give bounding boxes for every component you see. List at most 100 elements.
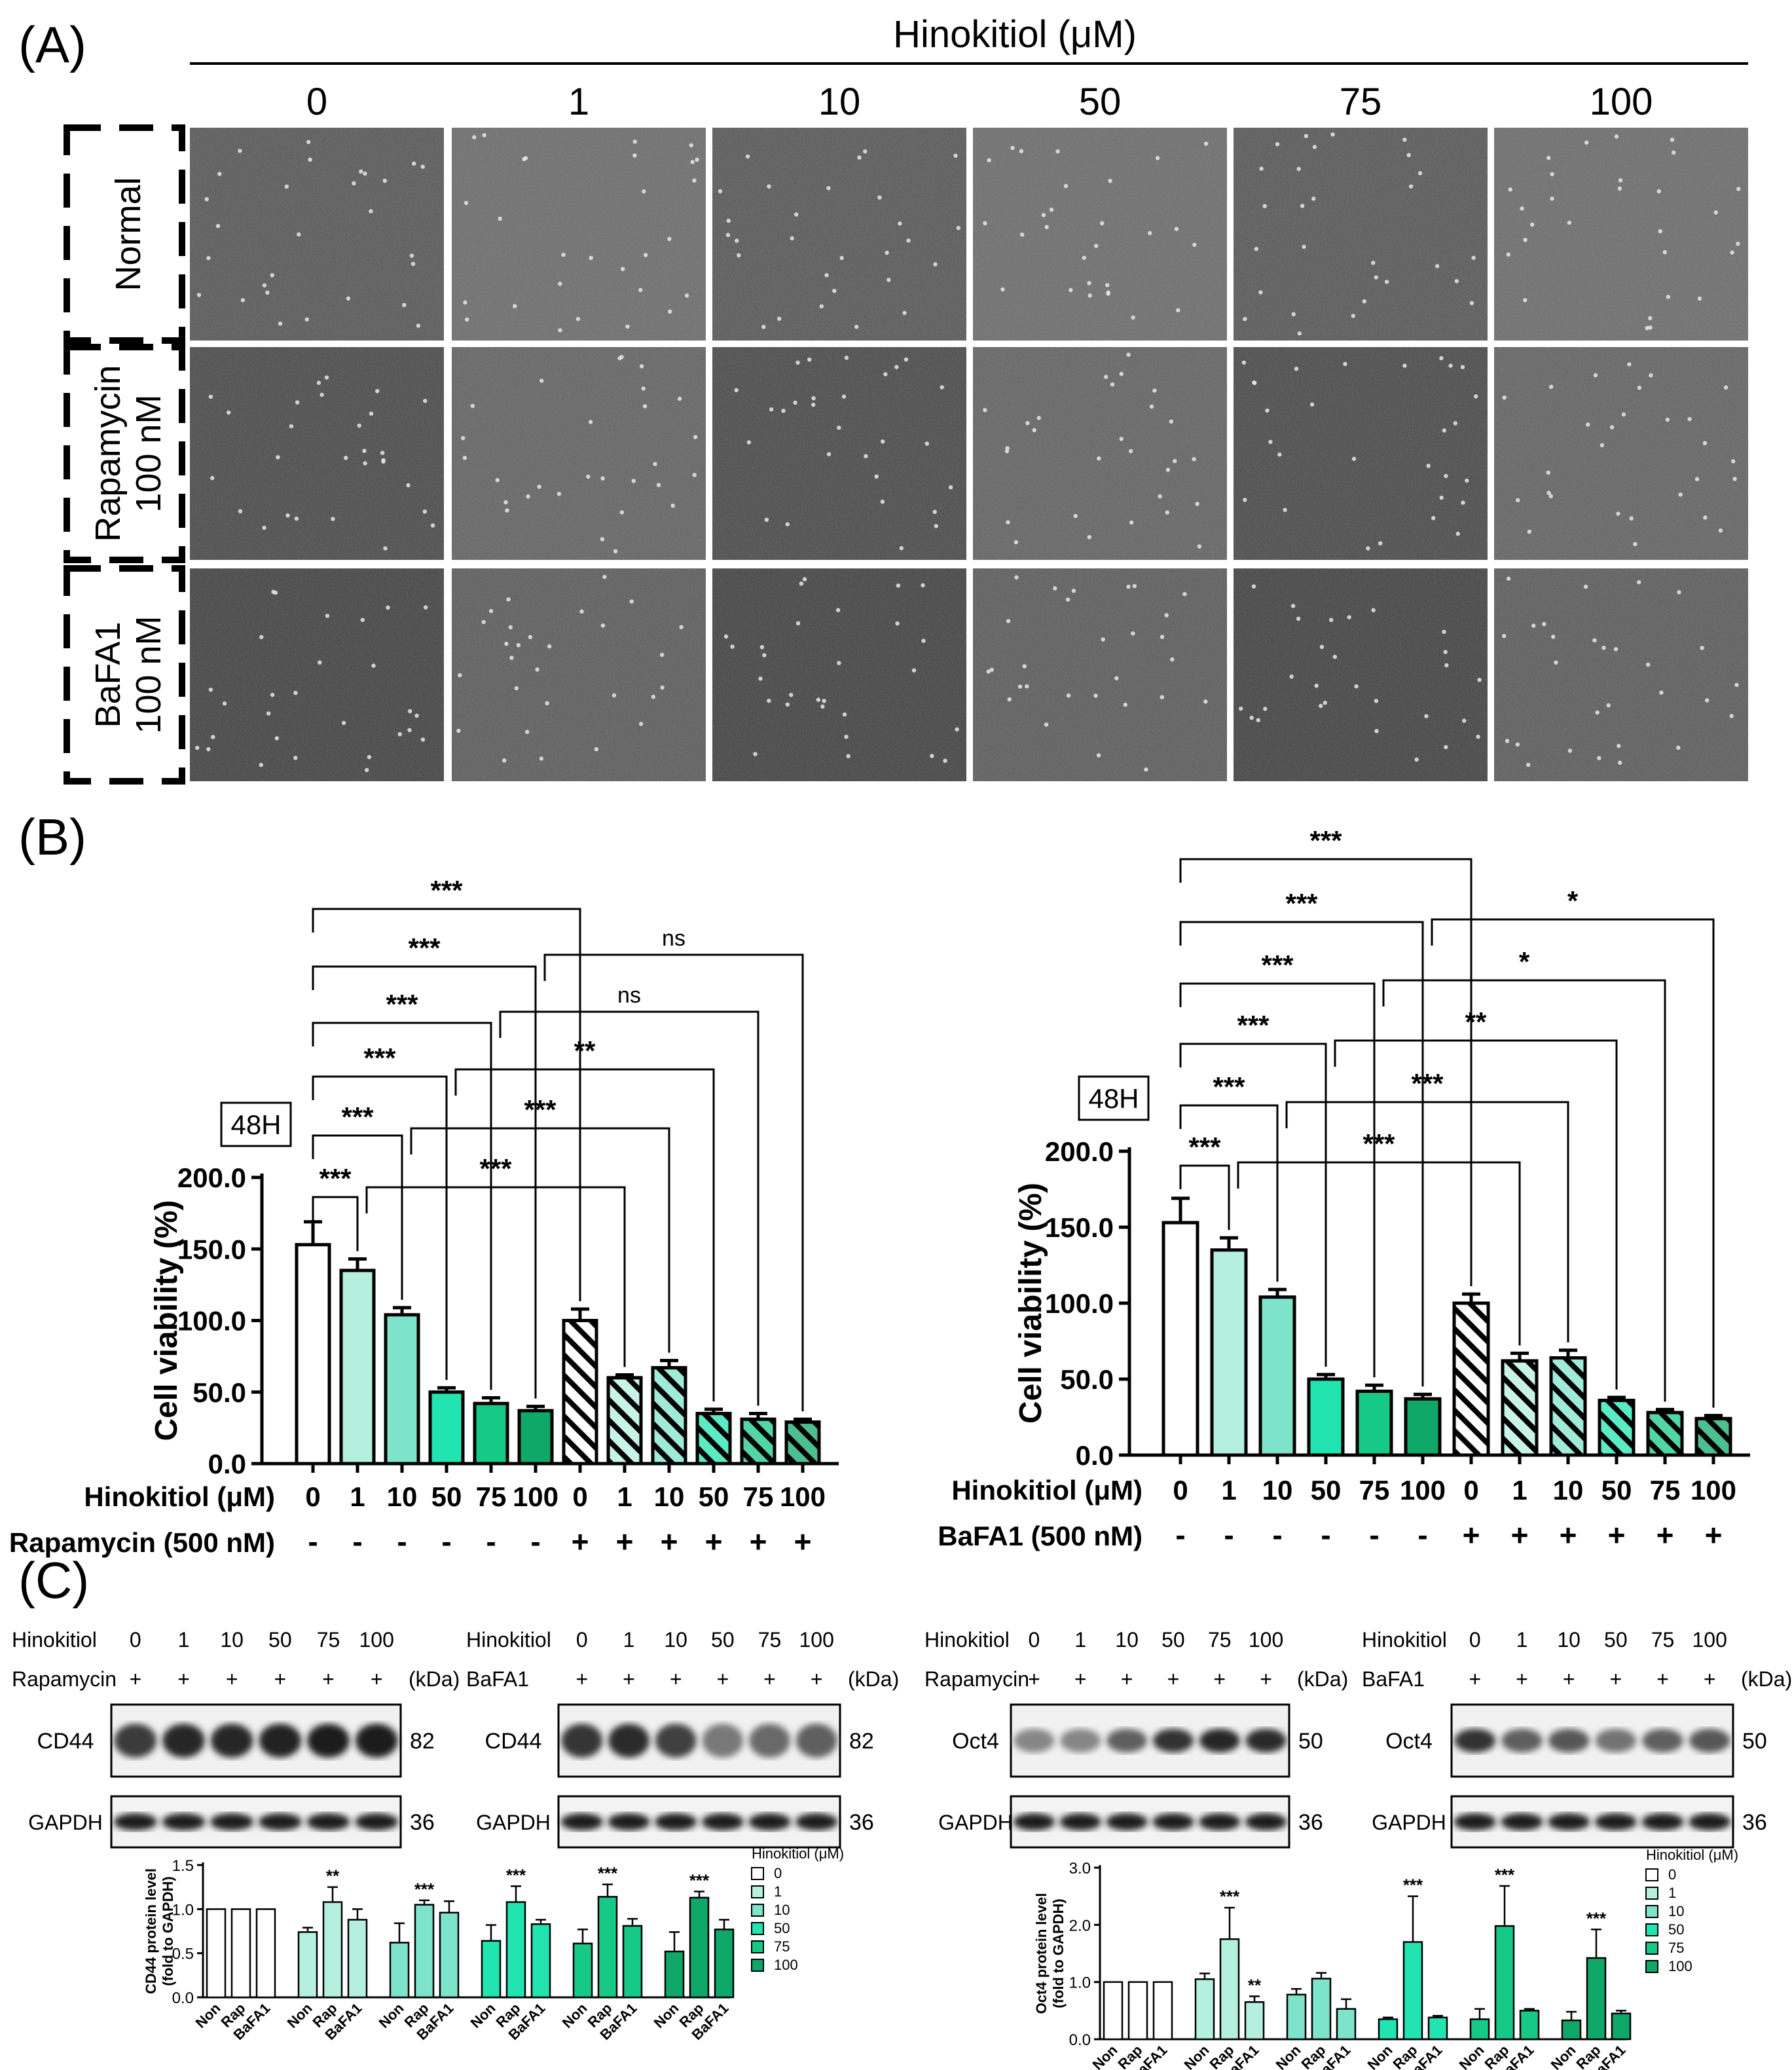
significance-bracket-3	[312, 1022, 492, 1390]
loading-band	[1245, 1813, 1287, 1830]
cell-dot	[1126, 584, 1131, 589]
protein-band	[1014, 1728, 1055, 1753]
cell-dot	[359, 169, 363, 174]
x-category-label: 1	[617, 1481, 632, 1512]
cell-dot	[406, 483, 411, 488]
bar-tint-10	[740, 1417, 777, 1466]
treatment-sign: +	[1074, 1667, 1087, 1691]
cell-dot	[1073, 513, 1078, 519]
cell-dot	[589, 255, 593, 260]
cell-dot	[488, 608, 494, 614]
cell-dot	[1275, 142, 1280, 147]
cell-dot	[600, 476, 605, 481]
loading-band	[608, 1813, 650, 1830]
significance-label-10: *	[1567, 885, 1579, 916]
quant-bar	[664, 1950, 685, 1999]
significance-label-5: ***	[1309, 825, 1342, 856]
cell-dot	[824, 273, 829, 278]
legend-label: 0	[1668, 1866, 1676, 1883]
x-category-label: 75	[1650, 1475, 1681, 1506]
time-badge: 48H	[1088, 1083, 1139, 1114]
significance-bracket-9	[1382, 979, 1666, 1402]
micrograph-texture	[1234, 568, 1488, 781]
cell-dot	[1132, 583, 1137, 589]
loading-band	[162, 1813, 206, 1830]
western-blot-oct4-bafa1: Hinokitiol BaFA1 (kDa) 0 +1 +10 +50 +75 +100 + Oct…	[1362, 1628, 1792, 1849]
y-tick-label: 0.5	[172, 1946, 194, 1963]
significance-bracket-8	[1334, 1039, 1618, 1390]
significance-bracket-3	[1179, 982, 1376, 1378]
cell-dot	[1170, 657, 1175, 662]
cell-dot	[1309, 402, 1315, 407]
cell-dot	[864, 454, 868, 458]
x-row-label-hinokitiol: Hinokitiol (μM)	[84, 1481, 275, 1512]
significance-star: ***	[1586, 1908, 1607, 1928]
cell-dot	[632, 139, 637, 144]
cell-dot	[785, 522, 790, 527]
cell-dot	[629, 599, 634, 604]
cell-dot	[1055, 149, 1060, 154]
cell-dot	[259, 762, 263, 767]
cell-dot	[695, 157, 699, 162]
protein-kda: 82	[410, 1729, 435, 1754]
protein-blot-membrane	[1010, 1703, 1290, 1778]
time-badge: 48H	[230, 1109, 281, 1140]
loading-label: GAPDH	[28, 1811, 103, 1834]
cell-dot	[1241, 360, 1247, 365]
quant-bar	[1519, 2010, 1540, 2041]
treatment-sign: -	[486, 1525, 496, 1559]
treatment-row-label: BaFA1	[1362, 1667, 1425, 1691]
cell-dot	[789, 693, 794, 697]
cell-dot	[1713, 210, 1718, 215]
cell-dot	[930, 754, 934, 758]
loading-kda: 36	[1742, 1810, 1767, 1835]
hinokitiol-row-label: Hinokitiol	[1362, 1628, 1447, 1652]
cell-dot	[887, 278, 891, 282]
loading-band	[210, 1813, 254, 1830]
x-sublabel-non: Non	[1548, 2042, 1579, 2070]
cell-dot	[1314, 684, 1319, 688]
loading-band	[748, 1813, 791, 1830]
row-label-frame	[64, 344, 185, 563]
significance-star: ***	[1403, 1876, 1423, 1895]
cell-dot	[498, 216, 502, 221]
cell-dot	[369, 209, 373, 213]
cell-dot	[898, 221, 902, 226]
cell-dot	[1106, 291, 1110, 296]
loading-band	[1106, 1813, 1148, 1830]
y-tick-label: 100.0	[177, 1306, 246, 1337]
dose-label-10: 10	[664, 1628, 687, 1652]
y-tick-label: 0.0	[1069, 2031, 1091, 2049]
cell-dot	[1476, 734, 1480, 739]
x-category-label: 1	[350, 1481, 365, 1512]
cell-dot	[472, 135, 477, 139]
cell-dot	[504, 641, 509, 646]
loading-kda: 36	[410, 1810, 435, 1835]
cell-dot	[1469, 301, 1474, 305]
cell-dot	[561, 252, 566, 257]
cell-dot	[1254, 247, 1259, 251]
cell-dot	[1289, 675, 1294, 679]
cell-dot	[208, 394, 213, 399]
row-label-frame	[64, 565, 185, 785]
x-sublabel-non: Non	[651, 2000, 682, 2031]
legend-swatch	[1645, 1923, 1658, 1936]
cell-dot	[1197, 544, 1202, 549]
cell-dot	[509, 656, 514, 660]
treatment-sign: +	[1516, 1667, 1528, 1691]
loading-band	[258, 1813, 302, 1830]
protein-band	[1060, 1728, 1101, 1753]
cell-dot	[1548, 494, 1553, 498]
quant-bar	[1427, 2016, 1448, 2041]
quant-bar	[206, 1908, 227, 1999]
cell-dot	[1645, 325, 1649, 331]
cell-dot	[1502, 396, 1507, 400]
cell-dot	[837, 661, 841, 665]
cell-dot	[1523, 298, 1527, 303]
y-axis-title: Oct4 protein level	[1033, 1893, 1050, 2014]
cell-dot	[730, 644, 735, 649]
loading-band	[1641, 1813, 1684, 1830]
x-category-label: 50	[1311, 1475, 1342, 1506]
cell-dot	[956, 225, 961, 231]
treatment-sign: +	[750, 1525, 767, 1559]
